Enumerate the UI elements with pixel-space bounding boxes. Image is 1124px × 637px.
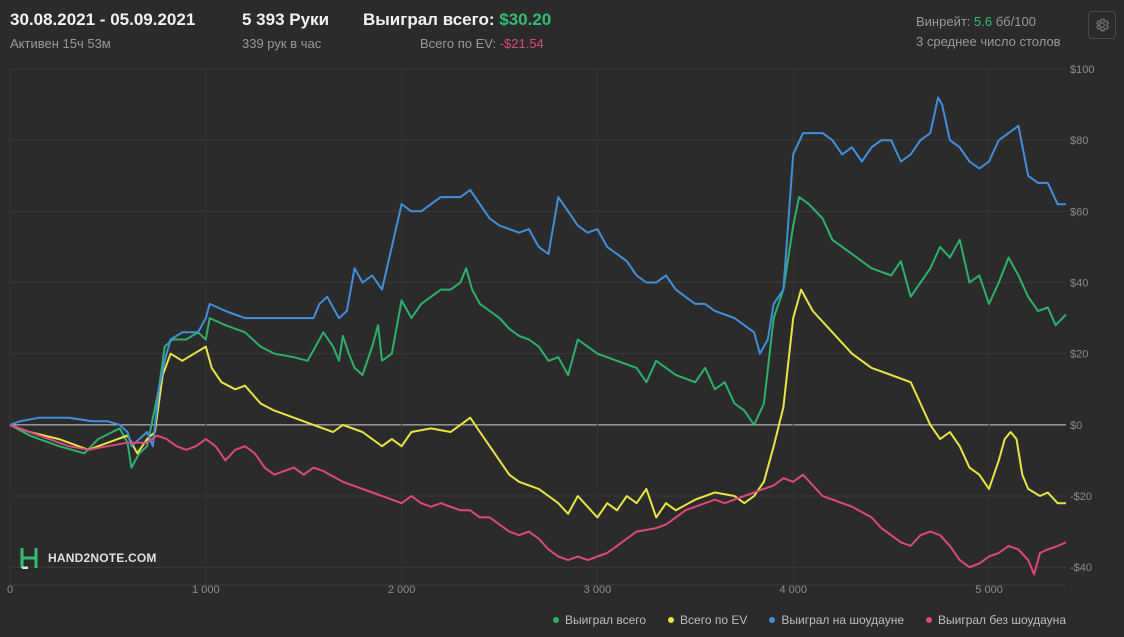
x-tick-label: 4 000 — [779, 584, 807, 596]
y-tick-label: -$40 — [1070, 562, 1092, 574]
x-tick-label: 2 000 — [388, 584, 416, 596]
series-line-1 — [9, 288, 1066, 519]
results-block: Выиграл всего: $30.20 Всего по EV: -$21.… — [363, 10, 551, 51]
settings-button[interactable] — [1088, 11, 1116, 39]
won-total-label: Выиграл всего: — [363, 10, 495, 29]
legend-label: Выиграл без шоудауна — [938, 613, 1066, 627]
winrate-unit: бб/100 — [995, 14, 1036, 29]
y-tick-label: $40 — [1070, 278, 1088, 290]
legend-label: Всего по EV — [680, 613, 748, 627]
won-total-value: $30.20 — [499, 10, 552, 29]
winrate-label: Винрейт: — [916, 14, 971, 29]
winrate-value: 5.6 — [974, 14, 993, 29]
logo-text: HAND2NOTE.COM — [48, 551, 157, 565]
legend-label: Выиграл всего — [564, 613, 647, 627]
winrate-block: Винрейт: 5.6 бб/100 3 среднее число стол… — [916, 14, 1061, 49]
ev-total: Всего по EV: -$21.54 — [363, 36, 551, 51]
hands-per-hour: 339 рук в час — [242, 36, 322, 51]
legend-dot-icon — [668, 617, 675, 623]
legend-item-1[interactable]: Всего по EV — [668, 613, 747, 627]
x-tick-label: 3 000 — [584, 584, 612, 596]
legend-item-2[interactable]: Выиграл на шоудауне — [769, 613, 904, 627]
hands-block: 5 393 Руки 339 рук в час — [242, 10, 329, 51]
active-time: Активен 15ч 53м — [10, 36, 111, 51]
date-range: 30.08.2021 - 05.09.2021 — [10, 10, 196, 29]
series-line-3 — [9, 423, 1067, 576]
legend-item-0[interactable]: Выиграл всего — [552, 613, 647, 627]
hand2note-logo: HAND2NOTE.COM — [20, 547, 157, 569]
gear-icon — [1096, 18, 1110, 32]
x-tick-label: 0 — [7, 584, 13, 596]
y-tick-label: $80 — [1070, 135, 1088, 147]
ev-total-value: -$21.54 — [499, 36, 544, 51]
y-tick-label: $0 — [1070, 420, 1082, 432]
x-tick-label: 5 000 — [975, 584, 1003, 596]
hand2note-logo-icon — [20, 548, 38, 569]
y-tick-label: -$20 — [1070, 491, 1092, 503]
x-tick-label: 1 000 — [192, 584, 220, 596]
chart-grid — [9, 68, 1066, 586]
tables-avg: 3 среднее число столов — [916, 34, 1061, 49]
ev-total-label: Всего по EV: — [420, 36, 497, 51]
won-total: Выиграл всего: $30.20 — [363, 10, 551, 30]
legend-dot-icon — [769, 617, 776, 623]
series-line-0 — [9, 196, 1067, 469]
y-tick-label: $60 — [1070, 206, 1088, 218]
legend-label: Выиграл на шоудауне — [781, 613, 904, 627]
chart-tick-labels: -$40 -$20 $0 $20 $40 $60 $80 $100 0 1 000 2 000 3 0… — [7, 64, 1095, 596]
hands-count: 5 393 Руки — [242, 10, 330, 29]
date-block: 30.08.2021 - 05.09.2021 Активен 15ч 53м — [10, 10, 195, 51]
y-tick-label: $20 — [1070, 349, 1088, 361]
winrate: Винрейт: 5.6 бб/100 — [916, 14, 1061, 29]
legend-dot-icon — [552, 617, 559, 623]
chart-legend: Выиграл всего Всего по EV Выиграл на шоуда… — [552, 613, 1066, 627]
chart-series — [9, 96, 1067, 576]
legend-dot-icon — [926, 617, 932, 623]
y-tick-label: $100 — [1070, 64, 1094, 76]
series-line-2 — [9, 96, 1066, 448]
legend-item-3[interactable]: Выиграл без шоудауна — [926, 613, 1066, 627]
